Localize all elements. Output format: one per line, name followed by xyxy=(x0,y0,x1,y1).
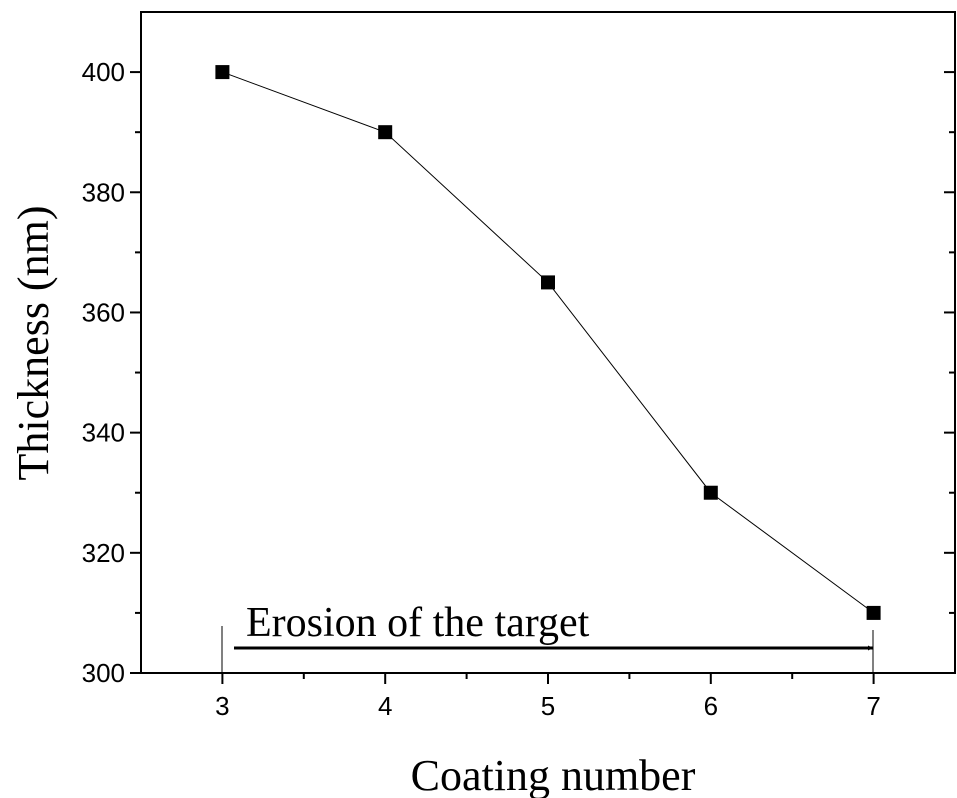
data-point xyxy=(866,605,881,620)
y-tick-label: 300 xyxy=(82,658,125,688)
x-axis-title: Coating number xyxy=(411,751,696,798)
data-point xyxy=(703,485,718,500)
data-point xyxy=(378,125,393,140)
plot-frame xyxy=(140,11,956,674)
y-tick-label: 400 xyxy=(82,57,125,87)
data-point xyxy=(215,65,230,80)
x-tick-label: 7 xyxy=(866,691,880,721)
y-tick-label: 380 xyxy=(82,177,125,207)
y-axis-title: Thickness (nm) xyxy=(9,206,58,481)
x-tick-label: 4 xyxy=(378,691,392,721)
y-tick-label: 340 xyxy=(82,418,125,448)
y-tick-label: 360 xyxy=(82,297,125,327)
series-line xyxy=(222,71,874,614)
x-tick-label: 3 xyxy=(215,691,229,721)
data-point xyxy=(541,275,555,290)
annotation: Erosion of the target xyxy=(246,600,590,646)
x-tick-label: 6 xyxy=(704,691,718,721)
x-tick-label: 5 xyxy=(541,691,555,721)
y-tick-label: 320 xyxy=(82,538,125,568)
